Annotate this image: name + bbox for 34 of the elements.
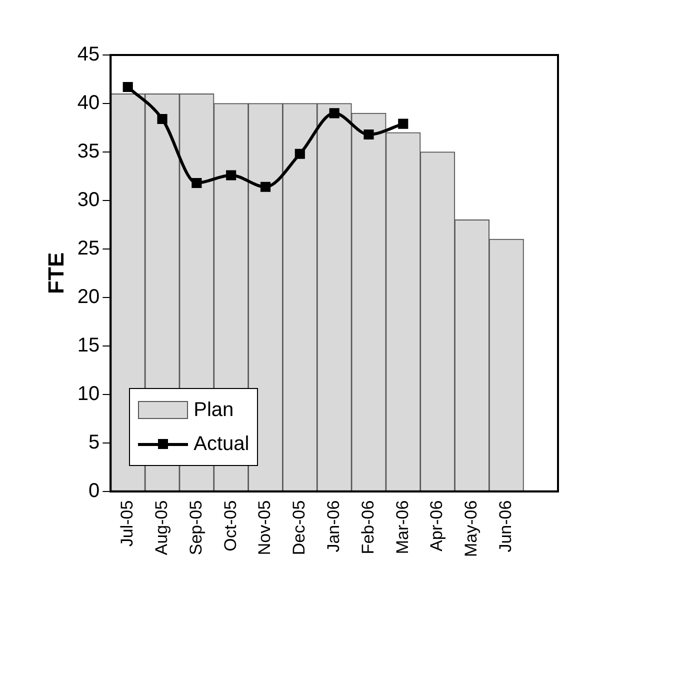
y-tick-label: 30 [77, 188, 100, 211]
point [364, 129, 374, 140]
point [329, 108, 340, 118]
x-tick-label: Oct-05 [220, 500, 240, 552]
y-tick-label: 10 [77, 382, 100, 405]
x-tick-label: Mar-06 [392, 500, 412, 554]
y-tick-label: 40 [77, 92, 100, 114]
y-tick-label: 20 [77, 286, 100, 308]
y-tick-label: 0 [88, 480, 100, 502]
x-tick-label: Jul-05 [118, 500, 137, 547]
point [122, 82, 133, 92]
point [192, 178, 202, 188]
x-tick-label: Jan-06 [324, 500, 344, 552]
x-tick-label: Apr-06 [427, 500, 446, 552]
y-axis-title: FTE [43, 252, 68, 294]
point [157, 114, 168, 124]
y-tick-label: 35 [77, 140, 100, 162]
y-tick-label: 45 [77, 44, 100, 66]
y-tick-label: 25 [77, 237, 100, 260]
point [398, 118, 408, 129]
x-tick-label: Dec-05 [290, 500, 309, 556]
x-tick-label: Aug-05 [152, 500, 171, 556]
point [260, 182, 271, 192]
y-tick-label: 5 [88, 431, 100, 454]
x-tick-label: Feb-06 [358, 500, 378, 554]
x-tick-label: Nov-05 [255, 500, 274, 556]
point [226, 170, 236, 180]
point [294, 148, 305, 159]
y-tick-label: 15 [77, 334, 100, 356]
x-tick-label: Jun-06 [496, 500, 516, 552]
x-tick-label: May-06 [462, 500, 481, 557]
x-tick-label: Sep-05 [186, 500, 206, 556]
series-label: Plan [194, 398, 234, 422]
legend-label: Actual [194, 432, 250, 456]
